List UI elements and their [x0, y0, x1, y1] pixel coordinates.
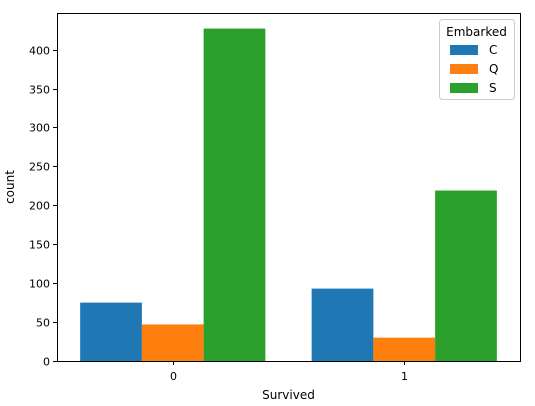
y-tick-label: 150 — [29, 239, 50, 252]
legend-swatch-S — [450, 83, 478, 93]
y-tick-label: 100 — [29, 278, 50, 291]
legend-items: CQS — [450, 43, 498, 95]
bar-Q-0 — [141, 324, 204, 361]
bar-Q-1 — [373, 337, 436, 361]
y-axis-ticks: 0 50 100 150 200 250 300 350 400 — [29, 45, 57, 369]
legend-swatch-Q — [450, 64, 478, 74]
y-tick-label: 250 — [29, 161, 50, 174]
legend-swatch-C — [450, 45, 478, 55]
y-tick-label: 200 — [29, 200, 50, 213]
plot-frame — [57, 13, 521, 362]
bar-S-0 — [203, 28, 266, 362]
y-tick-label: 400 — [29, 45, 50, 58]
bar-S-1 — [435, 190, 497, 361]
x-tick-label: 0 — [170, 370, 177, 383]
bars-group — [80, 28, 497, 362]
y-tick-label: 50 — [36, 317, 50, 330]
y-axis-label: count — [3, 170, 17, 204]
x-axis-label: Survived — [262, 388, 315, 402]
legend-label-S: S — [489, 81, 497, 95]
legend: Embarked CQS — [439, 19, 515, 100]
x-tick-label: 1 — [401, 370, 408, 383]
y-tick-label: 0 — [43, 356, 50, 369]
legend-label-Q: Q — [489, 62, 498, 76]
y-tick-label: 300 — [29, 122, 50, 135]
bar-C-0 — [80, 302, 142, 361]
y-tick-label: 350 — [29, 84, 50, 97]
legend-label-C: C — [489, 43, 497, 57]
legend-box — [439, 19, 515, 100]
bar-C-1 — [311, 288, 374, 361]
legend-title: Embarked — [446, 25, 507, 39]
